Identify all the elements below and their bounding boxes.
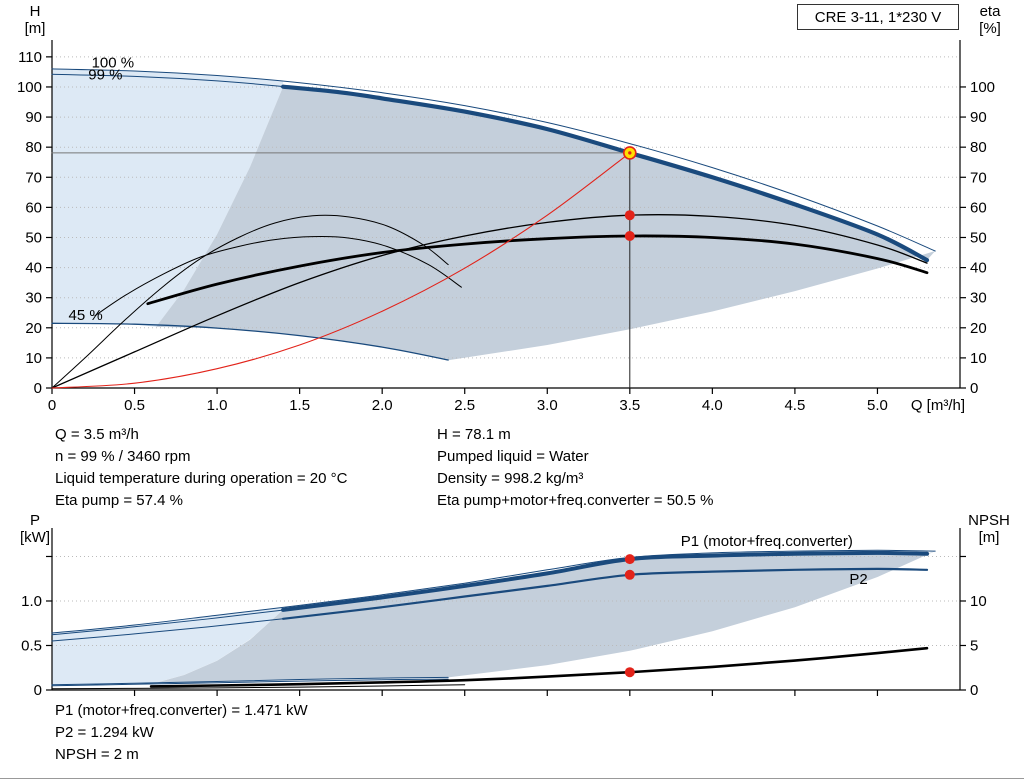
head-axis-title: H [m] bbox=[24, 3, 46, 37]
y-tick-label: 110 bbox=[18, 49, 42, 66]
y-tick-label: 100 bbox=[17, 79, 42, 96]
y-tick-label: 10 bbox=[970, 350, 987, 367]
y-tick-label: 40 bbox=[970, 260, 987, 277]
y-tick-label: 80 bbox=[25, 139, 42, 156]
y-tick-label: 1.0 bbox=[21, 593, 42, 610]
y-tick-label: 70 bbox=[970, 169, 987, 186]
operating-envelope-dark bbox=[156, 86, 936, 361]
result-flow: Q = 3.5 m³/h bbox=[55, 426, 139, 443]
p1-100-curve bbox=[51, 549, 936, 634]
results-bottom: P1 (motor+freq.converter) = 1.471 kW P2 … bbox=[55, 700, 308, 766]
eta-pump-curve bbox=[51, 214, 928, 389]
head-capacity-chart: 0 10 20 30 40 50 60 70 80 90 100 110 0 10 20 30 40 50 60 70… bbox=[17, 40, 995, 414]
result-eta-total: Eta pump+motor+freq.converter = 50.5 % bbox=[437, 492, 714, 509]
eta-total-point bbox=[624, 231, 635, 241]
x-tick-label: 0 bbox=[48, 397, 56, 414]
y-tick-label: 10 bbox=[25, 350, 42, 367]
x-tick-label: 0.5 bbox=[124, 397, 145, 414]
y-tick-label: 90 bbox=[25, 109, 42, 126]
result-npsh: NPSH = 2 m bbox=[55, 746, 139, 763]
result-head: H = 78.1 m bbox=[437, 426, 511, 443]
result-eta-pump: Eta pump = 57.4 % bbox=[55, 492, 183, 509]
x-tick-label: 4.5 bbox=[784, 397, 805, 414]
npsh-min-speed-curve bbox=[51, 684, 466, 690]
x-tick-label: 2.5 bbox=[454, 397, 475, 414]
flow-axis-title: Q [m³/h] bbox=[910, 397, 965, 414]
bottom-divider bbox=[0, 778, 1024, 779]
x-tick-label: 1.0 bbox=[207, 397, 228, 414]
result-pumped-liquid: Pumped liquid = Water bbox=[437, 448, 589, 465]
pump-model-box: CRE 3-11, 1*230 V bbox=[797, 4, 959, 30]
power-npsh-chart: 0 0.5 1.0 0 5 10 P1 (motor+freq.converter) P2 bbox=[21, 528, 987, 699]
y-tick-label: 40 bbox=[25, 260, 42, 277]
y-tick-label: 20 bbox=[25, 320, 42, 337]
result-liquid-temp: Liquid temperature during operation = 20… bbox=[55, 470, 348, 487]
x-tick-label: 2.0 bbox=[372, 397, 393, 414]
p2-min-speed-curve bbox=[51, 678, 449, 687]
y-tick-label: 0 bbox=[970, 380, 978, 397]
eta-pump-point bbox=[624, 210, 635, 221]
p1-curve-label: P1 (motor+freq.converter) bbox=[681, 533, 853, 550]
duty-point-center bbox=[628, 151, 632, 155]
speed-99-highlight-curve bbox=[281, 84, 930, 263]
p2-curve-label: P2 bbox=[849, 571, 867, 588]
speed-100-label: 100 % bbox=[92, 54, 135, 71]
control-curve bbox=[51, 152, 631, 389]
x-tick-label: 5.0 bbox=[867, 397, 888, 414]
result-density: Density = 998.2 kg/m³ bbox=[437, 470, 584, 487]
y-tick-label: 90 bbox=[970, 109, 987, 126]
p2-point bbox=[624, 569, 635, 580]
pump-model-label: CRE 3-11, 1*230 V bbox=[814, 8, 942, 26]
y-tick-label: 50 bbox=[970, 229, 987, 246]
speed-45-curve bbox=[51, 322, 449, 361]
y-tick-label: 50 bbox=[25, 229, 42, 246]
y-tick-label: 70 bbox=[25, 169, 42, 186]
npsh-axis-title: NPSH [m] bbox=[968, 512, 1010, 546]
eta-pump-min-speed-curve bbox=[51, 214, 449, 389]
power-envelope-dark bbox=[156, 551, 936, 683]
npsh-point bbox=[624, 667, 635, 678]
y-tick-label: 60 bbox=[25, 199, 42, 216]
result-p2: P2 = 1.294 kW bbox=[55, 724, 154, 741]
y-tick-label: 60 bbox=[970, 199, 987, 216]
result-speed: n = 99 % / 3460 rpm bbox=[55, 448, 191, 465]
y-tick-label: 30 bbox=[970, 290, 987, 307]
p1-min-speed-curve bbox=[51, 676, 449, 686]
eta-axis-title: eta [%] bbox=[979, 3, 1001, 37]
x-tick-label: 1.5 bbox=[289, 397, 310, 414]
results-top-right: H = 78.1 m Pumped liquid = Water Density… bbox=[437, 424, 713, 512]
y-tick-label: 0.5 bbox=[21, 637, 42, 654]
x-tick-label: 3.5 bbox=[619, 397, 640, 414]
y-tick-label: 5 bbox=[970, 637, 978, 654]
x-tick-label: 4.0 bbox=[702, 397, 723, 414]
y-tick-label: 0 bbox=[34, 380, 42, 397]
x-tick-label: 3.0 bbox=[537, 397, 558, 414]
speed-100-curve bbox=[51, 68, 936, 252]
y-tick-label: 0 bbox=[970, 682, 978, 699]
y-tick-label: 100 bbox=[970, 79, 995, 96]
y-tick-label: 30 bbox=[25, 290, 42, 307]
y-tick-label: 0 bbox=[34, 682, 42, 699]
result-p1: P1 (motor+freq.converter) = 1.471 kW bbox=[55, 702, 308, 719]
y-tick-label: 10 bbox=[970, 593, 987, 610]
p1-point bbox=[624, 554, 635, 565]
y-tick-label: 80 bbox=[970, 139, 987, 156]
results-top-left: Q = 3.5 m³/h n = 99 % / 3460 rpm Liquid … bbox=[55, 424, 347, 512]
npsh-curve bbox=[149, 646, 929, 688]
eta-total-curve bbox=[146, 234, 929, 306]
operating-envelope-light bbox=[52, 68, 284, 327]
power-axis-title: P [kW] bbox=[20, 512, 50, 546]
speed-99-label: 99 % bbox=[88, 67, 122, 84]
power-envelope-light bbox=[52, 607, 284, 685]
speed-45-label: 45 % bbox=[69, 307, 103, 324]
y-tick-label: 20 bbox=[970, 320, 987, 337]
